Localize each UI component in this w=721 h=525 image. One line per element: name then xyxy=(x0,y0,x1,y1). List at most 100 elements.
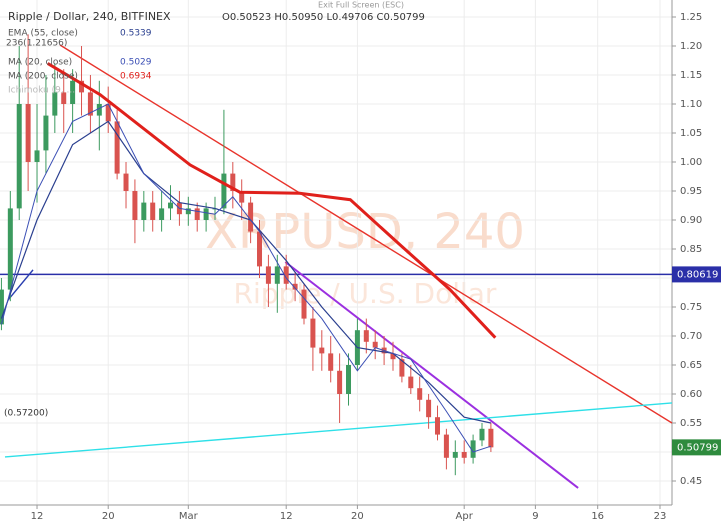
candle-body xyxy=(105,103,111,122)
candle-body xyxy=(390,353,396,360)
x-tick-label: 20 xyxy=(102,511,115,522)
candle-body xyxy=(479,428,485,441)
candle-body xyxy=(301,289,307,319)
title: Ripple / Dollar, 240, BITFINEX xyxy=(8,10,171,23)
candle-body xyxy=(372,341,378,348)
x-tick-label: Mar xyxy=(179,511,199,522)
trend-line xyxy=(59,44,673,424)
candle-body xyxy=(25,103,31,162)
y-tick-label: 0.95 xyxy=(680,186,702,197)
legend-entry: MA (20, close) xyxy=(8,58,72,68)
indicator-line xyxy=(46,62,497,339)
trend-line xyxy=(4,402,673,458)
candle-body xyxy=(461,451,467,458)
candle-body xyxy=(194,208,200,220)
fullscreen-button: Exit Full Screen (ESC) xyxy=(318,1,404,10)
fib-label: 236(1.21656) xyxy=(6,39,67,49)
candle-body xyxy=(114,121,120,174)
x-tick-label: 9 xyxy=(532,511,538,522)
y-tick-label: 0.55 xyxy=(680,418,702,429)
legend-entry: EMA (55, close) xyxy=(8,29,78,39)
y-tick-label: 0.85 xyxy=(680,244,702,255)
candle-body xyxy=(265,266,271,284)
candle-body xyxy=(257,231,263,267)
candle-body xyxy=(61,92,67,104)
y-tick-label: 0.45 xyxy=(680,476,702,487)
y-tick-label: 1.20 xyxy=(680,41,702,52)
candle-body xyxy=(443,434,449,458)
candle-body xyxy=(248,202,254,232)
y-tick-label: 0.75 xyxy=(680,302,702,313)
candle-body xyxy=(185,208,191,215)
y-tick-label: 0.90 xyxy=(680,215,702,226)
candle-body xyxy=(132,190,138,220)
candle-body xyxy=(337,370,343,394)
legend-value: 0.5029 xyxy=(120,58,152,68)
candle-body xyxy=(283,266,289,284)
candle-body xyxy=(0,289,4,325)
y-tick-label: 1.25 xyxy=(680,12,702,23)
candle-body xyxy=(274,266,280,284)
candle-body xyxy=(319,347,325,354)
candle-body xyxy=(399,359,405,377)
price-label-box xyxy=(672,266,721,283)
legend-value: 0.6934 xyxy=(120,72,152,82)
candle-body xyxy=(434,417,440,435)
candle-body xyxy=(168,202,174,209)
y-tick-label: 0.65 xyxy=(680,360,702,371)
candle-body xyxy=(203,208,209,220)
candle-body xyxy=(43,115,49,151)
candle-body xyxy=(408,376,414,389)
candle-body xyxy=(96,103,102,116)
ohlc: O0.50523 H0.50950 L0.49706 C0.50799 xyxy=(222,12,425,23)
trend-line xyxy=(7,269,34,301)
ichimoku-label: Ichimoku (9, ... xyxy=(8,86,75,96)
legend-value: 0.5339 xyxy=(120,29,152,39)
candle-body xyxy=(52,92,58,116)
level-label: (0.57200) xyxy=(4,409,48,419)
price-label: 0.50799 xyxy=(677,442,718,453)
candle-body xyxy=(310,318,316,348)
x-tick-label: Apr xyxy=(456,511,474,522)
y-tick-label: 1.05 xyxy=(680,128,702,139)
price-label: 0.80619 xyxy=(677,269,718,280)
x-tick-label: 20 xyxy=(351,511,364,522)
candle-body xyxy=(221,173,227,209)
candle-body xyxy=(426,399,432,418)
trend-line xyxy=(284,261,579,489)
candle-body xyxy=(328,353,334,371)
price-label-box xyxy=(672,439,721,456)
candle-body xyxy=(34,150,40,162)
candle-body xyxy=(346,364,352,394)
candle-body xyxy=(417,388,423,400)
candle-body xyxy=(363,330,369,342)
x-tick-label: 16 xyxy=(591,511,604,522)
candle-body xyxy=(7,208,13,290)
legend-entry: MA (200, close) xyxy=(8,72,78,82)
y-tick-label: 1.10 xyxy=(680,99,702,110)
candle-body xyxy=(488,428,494,448)
candle-body xyxy=(159,208,165,220)
candle-body xyxy=(79,80,85,93)
x-tick-label: 12 xyxy=(31,511,44,522)
y-tick-label: 0.60 xyxy=(680,389,702,400)
candle-body xyxy=(141,202,147,220)
y-tick-label: 1.15 xyxy=(680,70,702,81)
indicator-line xyxy=(0,103,492,453)
candle-body xyxy=(123,173,129,191)
candle-body xyxy=(70,80,76,104)
y-tick-label: 1.00 xyxy=(680,157,702,168)
candle-body xyxy=(452,451,458,458)
candle-body xyxy=(470,440,476,458)
candle-body xyxy=(87,92,93,116)
candle-body xyxy=(150,202,156,220)
candle-body xyxy=(230,173,236,191)
x-tick-label: 12 xyxy=(280,511,293,522)
watermark-sub: Ripple / U.S. Dollar xyxy=(234,277,497,310)
x-tick-label: 23 xyxy=(654,511,667,522)
candle-body xyxy=(16,103,22,209)
candle-body xyxy=(239,190,245,203)
